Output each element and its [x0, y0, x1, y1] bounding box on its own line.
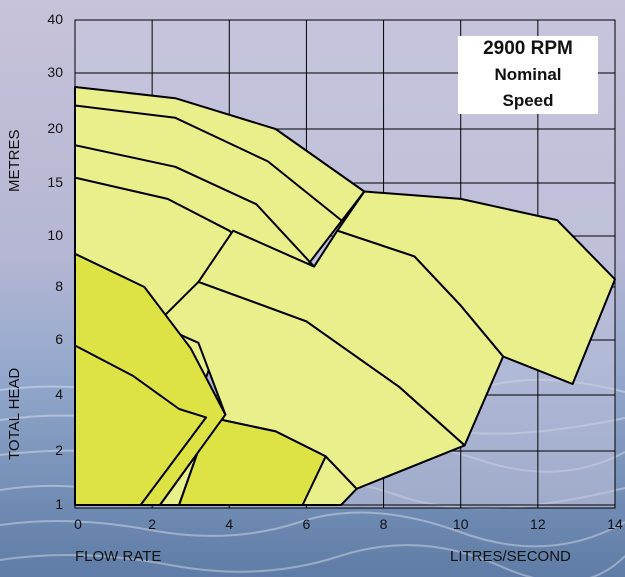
y-tick-4: 4	[55, 386, 63, 402]
x-tick-2: 2	[148, 516, 157, 532]
y-axis-label-bottom: TOTAL HEAD	[6, 367, 23, 460]
x-tick-4: 4	[225, 516, 234, 532]
y-tick-8: 8	[55, 278, 63, 294]
y-tick-40: 40	[47, 11, 63, 27]
range-outer-band-2	[74, 104, 342, 221]
speed-line2: Speed	[502, 91, 554, 110]
y-tick-1: 1	[55, 496, 63, 512]
range-lower-right-dark	[178, 416, 327, 506]
y-tick-30: 30	[47, 64, 63, 80]
y-tick-6: 6	[55, 331, 63, 347]
range-left-small	[74, 344, 208, 506]
y-tick-15: 15	[47, 174, 63, 190]
x-tick-8: 8	[379, 516, 388, 532]
x-tick-12: 12	[530, 516, 546, 532]
x-axis-label-left: FLOW RATE	[75, 548, 162, 565]
x-tick-14: 14	[607, 516, 623, 532]
y-tick-2: 2	[55, 442, 63, 458]
speed-line1: Nominal	[494, 65, 562, 84]
y-axis-label-top: METRES	[6, 129, 23, 192]
x-tick-6: 6	[302, 516, 311, 532]
operating-ranges	[74, 86, 616, 506]
speed-rpm: 2900 RPM	[483, 38, 573, 59]
x-tick-0: 0	[74, 516, 82, 532]
y-tick-10: 10	[47, 227, 63, 243]
range-outer-band-3	[74, 144, 315, 268]
x-tick-10: 10	[452, 516, 469, 532]
speed-annotation: 2900 RPM Nominal Speed	[458, 36, 598, 114]
y-tick-20: 20	[47, 120, 63, 136]
x-axis-label-right: LITRES/SECOND	[450, 548, 571, 565]
